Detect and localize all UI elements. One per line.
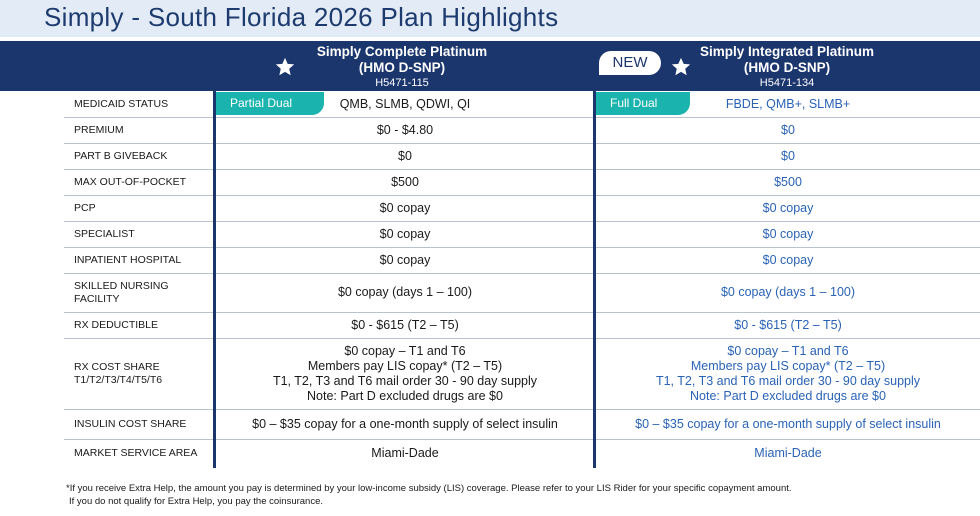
- new-badge: NEW: [599, 51, 661, 75]
- plan-1-value: $0 copay: [379, 226, 431, 241]
- table-row: PREMIUM $0 - $4.80 $0: [64, 117, 980, 144]
- row-label: PCP: [74, 201, 96, 214]
- plan-1-line: Note: Part D excluded drugs are $0: [307, 388, 503, 403]
- plan-1-value: QMB, SLMB, QDWI, QI: [339, 96, 471, 111]
- plan-2-header: Simply Integrated Platinum (HMO D-SNP) H…: [680, 44, 894, 90]
- table-row: INPATIENT HOSPITAL $0 copay $0 copay: [64, 247, 980, 274]
- plan-2-value: $0 copay (days 1 – 100): [720, 285, 856, 299]
- footnote-line: *If you receive Extra Help, the amount y…: [66, 483, 792, 494]
- table-row: MEDICAID STATUS QMB, SLMB, QDWI, QI FBDE…: [64, 91, 980, 118]
- plan-2-value: $0: [781, 122, 795, 137]
- table-row: MAX OUT-OF-POCKET $500 $500: [64, 169, 980, 196]
- plan-2-value: $500: [774, 174, 802, 189]
- row-label: RX DEDUCTIBLE: [74, 318, 159, 331]
- row-label: MEDICAID STATUS: [74, 97, 169, 110]
- column-divider: [213, 91, 216, 468]
- plan-1-name: Simply Complete Platinum: [316, 44, 488, 59]
- plan-1-type: (HMO D-SNP): [358, 60, 446, 75]
- plan-1-value: $0 copay – T1 and T6 Members pay LIS cop…: [216, 338, 594, 409]
- plan-1-value: Miami-Dade: [371, 446, 439, 460]
- table-row: INSULIN COST SHARE $0 – $35 copay for a …: [64, 409, 980, 440]
- plan-1-value: $0 copay: [379, 200, 431, 215]
- row-label: SKILLED NURSING FACILITY: [74, 279, 169, 305]
- table-row: PCP $0 copay $0 copay: [64, 195, 980, 222]
- row-label: INPATIENT HOSPITAL: [74, 253, 182, 266]
- row-label: MARKET SERVICE AREA: [74, 447, 198, 459]
- plan-2-value: FBDE, QMB+, SLMB+: [725, 96, 851, 111]
- plan-2-value: $0 copay: [762, 200, 814, 215]
- plan-1-value: $500: [391, 174, 419, 189]
- plan-1-value: $0 - $615 (T2 – T5): [351, 317, 459, 332]
- plan-2-type: (HMO D-SNP): [743, 60, 831, 75]
- footnote-line: If you do not qualify for Extra Help, yo…: [69, 496, 324, 507]
- plan-2-value: Miami-Dade: [754, 446, 822, 460]
- plan-1-value: $0 – $35 copay for a one-month supply of…: [252, 416, 558, 431]
- plan-1-line: Members pay LIS copay* (T2 – T5): [307, 358, 503, 373]
- plan-2-value: $0 – $35 copay for a one-month supply of…: [635, 416, 941, 431]
- plan-2-value: $0 copay: [762, 252, 814, 267]
- plan-1-id: H5471-115: [375, 77, 429, 89]
- plan-2-value: $0 copay: [762, 226, 814, 241]
- title-bar: Simply - South Florida 2026 Plan Highlig…: [0, 0, 980, 37]
- table-row: SPECIALIST $0 copay $0 copay: [64, 221, 980, 248]
- plan-1-line: T1, T2, T3 and T6 mail order 30 - 90 day…: [272, 373, 538, 388]
- row-label: RX COST SHARE T1/T2/T3/T4/T5/T6: [74, 360, 163, 386]
- plan-2-line: Note: Part D excluded drugs are $0: [690, 388, 886, 403]
- plan-header: Simply Complete Platinum (HMO D-SNP) H54…: [0, 41, 980, 91]
- row-label: INSULIN COST SHARE: [74, 417, 187, 430]
- plan-1-value: $0 copay: [379, 252, 431, 267]
- row-label: MAX OUT-OF-POCKET: [74, 175, 187, 188]
- full-dual-badge: Full Dual: [596, 92, 690, 115]
- page-title: Simply - South Florida 2026 Plan Highlig…: [44, 2, 559, 32]
- plan-2-line: Members pay LIS copay* (T2 – T5): [690, 358, 886, 373]
- row-label: PREMIUM: [74, 123, 124, 136]
- plan-1-value: $0: [398, 148, 412, 163]
- table-row: MARKET SERVICE AREA Miami-Dade Miami-Dad…: [64, 439, 980, 468]
- plan-2-id: H5471-134: [759, 77, 815, 89]
- partial-dual-badge: Partial Dual: [216, 92, 324, 115]
- star-icon: [671, 57, 691, 76]
- plan-2-value: $0: [781, 148, 795, 163]
- plan-2-value: $0 - $615 (T2 – T5): [734, 317, 842, 332]
- plan-2-value: $0 copay – T1 and T6 Members pay LIS cop…: [596, 338, 980, 409]
- plan-2-name: Simply Integrated Platinum: [699, 44, 875, 59]
- plan-1-line: $0 copay – T1 and T6: [344, 343, 466, 358]
- row-label: PART B GIVEBACK: [74, 149, 168, 162]
- row-label: SPECIALIST: [74, 227, 135, 240]
- table-row: SKILLED NURSING FACILITY $0 copay (days …: [64, 273, 980, 313]
- plan-2-line: $0 copay – T1 and T6: [727, 343, 849, 358]
- plan-1-header: Simply Complete Platinum (HMO D-SNP) H54…: [300, 44, 504, 90]
- table-row: RX DEDUCTIBLE $0 - $615 (T2 – T5) $0 - $…: [64, 312, 980, 339]
- column-divider: [593, 91, 596, 468]
- plan-1-value: $0 copay (days 1 – 100): [337, 285, 473, 299]
- plan-1-value: $0 - $4.80: [376, 122, 434, 137]
- plan-2-line: T1, T2, T3 and T6 mail order 30 - 90 day…: [655, 373, 921, 388]
- star-icon: [275, 57, 295, 76]
- table-row: RX COST SHARE T1/T2/T3/T4/T5/T6 $0 copay…: [64, 338, 980, 410]
- table-row: PART B GIVEBACK $0 $0: [64, 143, 980, 170]
- footnote: *If you receive Extra Help, the amount y…: [66, 482, 792, 508]
